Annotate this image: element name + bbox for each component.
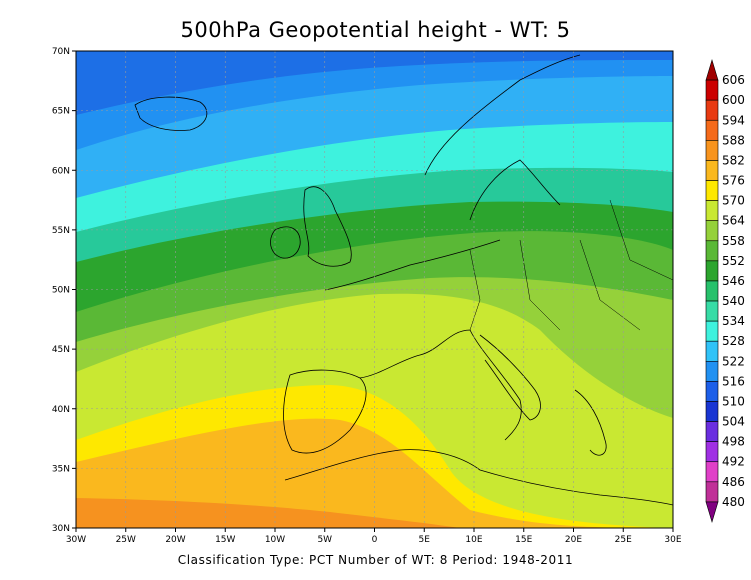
lon-tick-label: 15E — [515, 535, 532, 545]
italy-outline — [479, 334, 541, 421]
colorbar-segment — [705, 381, 719, 402]
colorbar-label: 522 — [722, 354, 745, 368]
lat-tick-label: 50N — [52, 286, 70, 296]
scandinavia-outline — [424, 54, 581, 221]
colorbar-segment — [705, 79, 719, 101]
colorbar-segment — [705, 180, 719, 201]
colorbar-label: 534 — [722, 314, 745, 328]
colorbar-label: 600 — [722, 93, 745, 107]
chart-subtitle: Classification Type: PCT Number of WT: 8… — [177, 553, 574, 567]
colorbar-label: 510 — [722, 394, 745, 408]
map-plot: 70N 65N 60N 55N 50N 45N 40N 35N 30N 30W 25W 20W 15W… — [52, 47, 745, 545]
colorbar: 606 600 594 588 582 576 570 564 558 552 546 540 534 5… — [705, 58, 745, 524]
lat-tick-label: 45N — [52, 345, 70, 355]
britain-outline — [303, 186, 352, 267]
colorbar-segment — [705, 401, 719, 422]
iberia-outline — [283, 369, 367, 454]
colorbar-label: 480 — [722, 495, 745, 509]
lon-tick-label: 25E — [615, 535, 632, 545]
colorbar-label: 540 — [722, 294, 745, 308]
lat-tick-label: 60N — [52, 166, 70, 176]
lon-tick-label: 5W — [317, 535, 332, 545]
colorbar-segment — [705, 280, 719, 302]
colorbar-segment — [705, 421, 719, 442]
ireland-outline — [270, 226, 301, 259]
colorbar-label: 582 — [722, 153, 745, 167]
coastlines — [134, 54, 673, 506]
continent-coast — [324, 239, 522, 441]
greece-outline — [574, 389, 607, 456]
colorbar-label: 570 — [722, 194, 745, 208]
lon-tick-label: 10W — [265, 535, 285, 545]
colorbar-segment — [705, 99, 719, 121]
colorbar-segment — [705, 361, 719, 382]
colorbar-label: 516 — [722, 374, 745, 388]
colorbar-label: 588 — [722, 133, 745, 147]
lat-tick-label: 70N — [52, 47, 70, 57]
colorbar-segment — [705, 200, 719, 221]
lon-tick-label: 5E — [419, 535, 431, 545]
colorbar-segment — [705, 140, 719, 161]
colorbar-label: 546 — [722, 274, 745, 288]
band-588 — [76, 498, 460, 528]
chart-title: 500hPa Geopotential height - WT: 5 — [180, 18, 571, 42]
colorbar-label: 564 — [722, 214, 745, 228]
colorbar-segment — [705, 461, 719, 483]
borders — [469, 199, 673, 331]
lat-tick-label: 40N — [52, 405, 70, 415]
lon-tick-label: 30E — [664, 535, 681, 545]
colorbar-segment — [705, 300, 719, 322]
colorbar-segment — [705, 260, 719, 282]
colorbar-label: 486 — [722, 475, 745, 489]
iceland-outline — [134, 96, 208, 131]
colorbar-label: 528 — [722, 334, 745, 348]
colorbar-segment — [705, 340, 719, 362]
latitude-ticks: 70N 65N 60N 55N 50N 45N 40N 35N 30N — [52, 47, 76, 534]
colorbar-segment — [705, 119, 719, 141]
colorbar-label: 504 — [722, 415, 745, 429]
colorbar-label: 606 — [722, 73, 745, 87]
lon-tick-label: 25W — [116, 535, 136, 545]
colorbar-label: 552 — [722, 254, 745, 268]
lat-tick-label: 55N — [52, 226, 70, 236]
colorbar-segment — [705, 240, 719, 262]
lon-tick-label: 15W — [215, 535, 235, 545]
lat-tick-label: 65N — [52, 107, 70, 117]
colorbar-label: 558 — [722, 234, 745, 248]
lat-tick-label: 35N — [52, 464, 70, 474]
colorbar-segment — [705, 481, 719, 503]
lon-tick-label: 10E — [465, 535, 482, 545]
colorbar-segment — [705, 501, 719, 524]
colorbar-segment — [705, 58, 719, 81]
colorbar-segment — [705, 441, 719, 463]
colorbar-label: 594 — [722, 113, 745, 127]
colorbar-label: 498 — [722, 435, 745, 449]
band-582 — [76, 418, 673, 528]
lon-tick-label: 0 — [372, 535, 378, 545]
lon-tick-label: 30W — [66, 535, 86, 545]
colorbar-label: 576 — [722, 174, 745, 188]
colorbar-segment — [705, 320, 719, 342]
colorbar-segment — [705, 160, 719, 181]
lat-tick-label: 30N — [52, 524, 70, 534]
lon-tick-label: 20E — [565, 535, 582, 545]
colorbar-label: 492 — [722, 455, 745, 469]
lon-tick-label: 20W — [165, 535, 185, 545]
colorbar-segment — [705, 220, 719, 242]
africa-coast — [284, 449, 673, 506]
longitude-ticks: 30W 25W 20W 15W 10W 5W 0 5E 10E 15E 20E 25E 30E — [66, 528, 682, 545]
